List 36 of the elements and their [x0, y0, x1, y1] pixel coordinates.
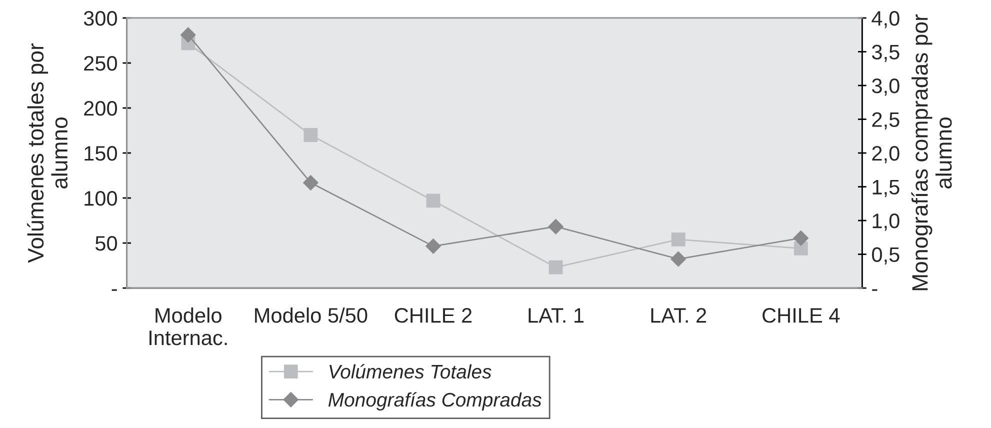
point — [180, 27, 196, 42]
point — [303, 175, 318, 190]
x-tick-label: LAT. 2 — [651, 308, 706, 323]
x-tick-label: CHILE 2 — [394, 308, 472, 323]
y2-tick-label: 4,0 — [872, 10, 900, 28]
y-tick-label: - — [112, 289, 117, 291]
point — [793, 230, 808, 246]
y-tick-label: 200 — [84, 101, 118, 116]
y-axis-title: Volúmenes totales por alumno — [27, 43, 68, 263]
y-tick-label: 100 — [84, 191, 118, 206]
point — [304, 128, 318, 142]
x-tick-label: Modelo 5/50 — [255, 307, 368, 323]
point — [670, 251, 686, 267]
point — [548, 260, 563, 274]
y-tick-label: 150 — [84, 146, 118, 161]
point — [671, 232, 686, 246]
y2-tick-label: 3,0 — [872, 78, 900, 96]
x-tick-label: CHILE 4 — [762, 308, 840, 323]
y2-tick-label: 1,0 — [872, 214, 900, 231]
y2-tick-label: 2,5 — [872, 112, 900, 130]
y-tick-label: 50 — [95, 236, 118, 251]
y2-tick-label: 1,5 — [872, 180, 900, 197]
y2-tick-label: - — [872, 289, 878, 291]
y-tick-label: 250 — [84, 56, 118, 71]
y2-tick-label: 3,5 — [872, 44, 900, 62]
x-tick-label: LAT. 1 — [528, 308, 584, 323]
point — [426, 238, 441, 254]
legend-label: Monografías Compradas — [328, 392, 542, 410]
point — [548, 219, 564, 234]
legend-label: Volúmenes Totales — [330, 364, 492, 379]
x-tick-label: Modelo Internac. — [150, 307, 227, 346]
point — [426, 194, 440, 208]
y-tick-label: 300 — [84, 10, 118, 26]
y2-tick-label: 0,5 — [872, 247, 900, 264]
y2-axis-title: Monografías compradas por alumno — [911, 14, 952, 290]
y2-tick-label: 2,0 — [872, 146, 900, 164]
